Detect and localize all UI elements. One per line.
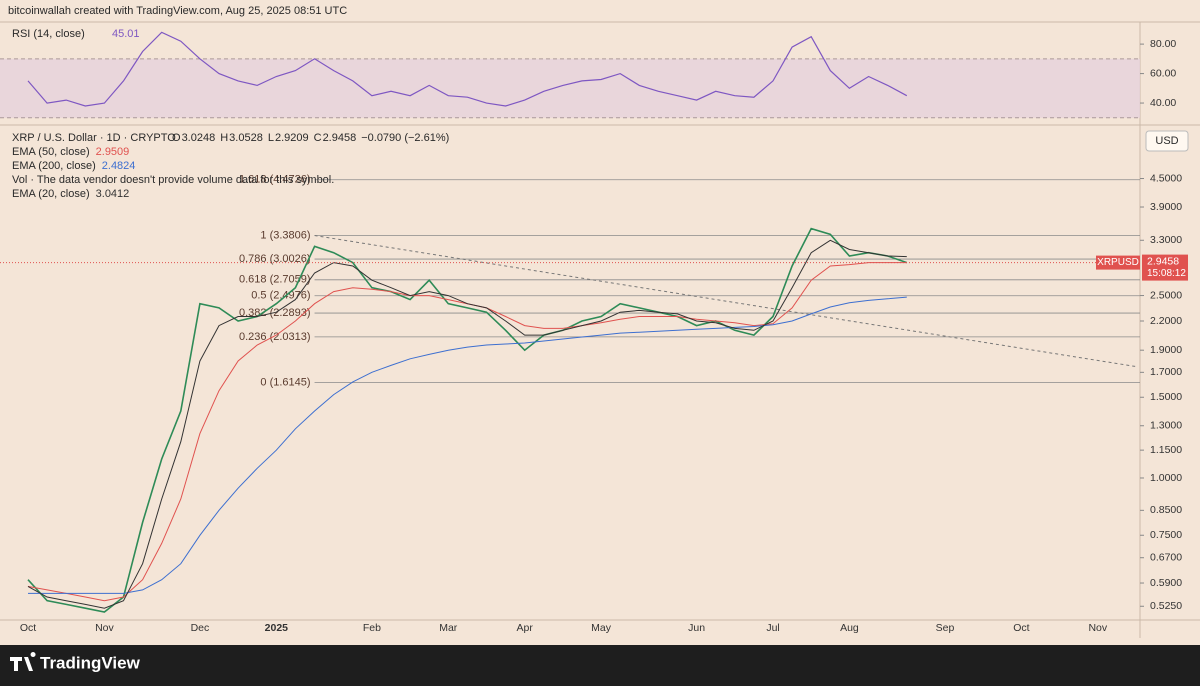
legend-name: Vol · The data vendor doesn't provide vo…: [12, 174, 334, 186]
rsi-value: 45.01: [112, 28, 140, 40]
y-tick-label: 4.5000: [1150, 172, 1182, 184]
y-tick-label: 3.9000: [1150, 201, 1182, 213]
price-panel: 4.5000 3.9000 3.3000 2.5000 2.2000 1.9000 1.70…: [0, 130, 1189, 634]
scale-label: USD: [1155, 135, 1178, 147]
y-tick-label: 0.5900: [1150, 577, 1182, 589]
y-tick-label: 2.2000: [1150, 315, 1182, 327]
change: −0.0790 (−2.61%): [361, 132, 449, 144]
x-tick-label: Sep: [936, 622, 955, 634]
y-tick-label: 1.9000: [1150, 344, 1182, 356]
price-line: [27, 227, 908, 613]
x-tick-label: Nov: [95, 622, 114, 634]
y-tick-label: 3.3000: [1150, 234, 1182, 246]
fib-label: 1 (3.3806): [260, 229, 310, 241]
legend-name: EMA (200, close): [12, 160, 96, 172]
ohlc-value: 3.0248: [182, 132, 216, 144]
x-tick-label: 2025: [265, 622, 289, 634]
price-tag: [1096, 255, 1140, 270]
price-tag-name: XRPUSD: [1097, 257, 1139, 268]
y-tick-label: 60.00: [1150, 67, 1176, 79]
scale-box: [1145, 130, 1189, 152]
y-tick-label: 0.5250: [1150, 600, 1182, 612]
y-tick-label: 1.0000: [1150, 472, 1182, 484]
price-tag: [1142, 254, 1188, 281]
fib-label: 0.618 (2.7059): [239, 274, 311, 286]
price-tag-countdown: 15:08:12: [1147, 268, 1186, 279]
rsi-panel: 40.00 60.00 80.00 RSI (14, close) 45.01: [0, 28, 1176, 119]
y-tick-label: 2.5000: [1150, 289, 1182, 301]
y-tick-label: 1.1500: [1150, 444, 1182, 456]
x-tick-label: Jul: [766, 622, 779, 634]
x-tick-label: Nov: [1088, 622, 1107, 634]
ohlc-value: 2.9458: [323, 132, 357, 144]
ohlc-value: 3.0528: [229, 132, 263, 144]
x-tick-label: Mar: [439, 622, 458, 634]
ohlc-key: L: [268, 132, 274, 144]
y-tick-label: 0.7500: [1150, 529, 1182, 541]
y-tick-label: 40.00: [1150, 97, 1176, 109]
ohlc-value: 2.9209: [275, 132, 309, 144]
x-tick-label: May: [591, 622, 612, 634]
x-tick-label: Feb: [363, 622, 381, 634]
footer-brand: TradingView: [40, 653, 141, 672]
fib-label: 0.236 (2.0313): [239, 331, 311, 343]
trendline: [314, 235, 1137, 368]
ema-line: [27, 239, 907, 609]
rsi-band: [0, 58, 1140, 118]
y-tick-label: 1.3000: [1150, 420, 1182, 432]
x-tick-label: Apr: [517, 622, 534, 634]
ohlc-key: O: [172, 132, 181, 144]
rsi-title: RSI (14, close): [12, 28, 85, 40]
ema-line: [28, 296, 907, 594]
x-tick-label: Dec: [191, 622, 210, 634]
legend-value: 2.9509: [96, 146, 130, 158]
legend-name: EMA (20, close): [12, 188, 90, 200]
ohlc-key: C: [314, 132, 322, 144]
y-tick-label: 1.5000: [1150, 391, 1182, 403]
chart-title: XRP / U.S. Dollar · 1D · CRYPTO: [12, 132, 176, 144]
price-tag-value: 2.9458: [1147, 255, 1179, 267]
header: bitcoinwallah created with TradingView.c…: [8, 5, 347, 17]
footer-bar: [0, 645, 1200, 686]
y-tick-label: 0.6700: [1150, 551, 1182, 563]
fib-label: 1.618 (4.4726): [239, 174, 311, 186]
y-tick-label: 80.00: [1150, 38, 1176, 50]
ohlc-key: H: [220, 132, 228, 144]
x-tick-label: Oct: [20, 622, 36, 634]
fib-label: 0.786 (3.0026): [239, 253, 311, 265]
legend-value: 3.0412: [96, 188, 130, 200]
fib-label: 0 (1.6145): [260, 377, 310, 389]
y-tick-label: 0.8500: [1150, 504, 1182, 516]
rsi-line: [27, 31, 908, 107]
logo: [10, 652, 36, 671]
legend-name: EMA (50, close): [12, 146, 90, 158]
y-tick-label: 1.7000: [1150, 366, 1182, 378]
x-tick-label: Oct: [1013, 622, 1029, 634]
x-tick-label: Aug: [840, 622, 859, 634]
legend-value: 2.4824: [102, 160, 136, 172]
x-tick-label: Jun: [688, 622, 705, 634]
